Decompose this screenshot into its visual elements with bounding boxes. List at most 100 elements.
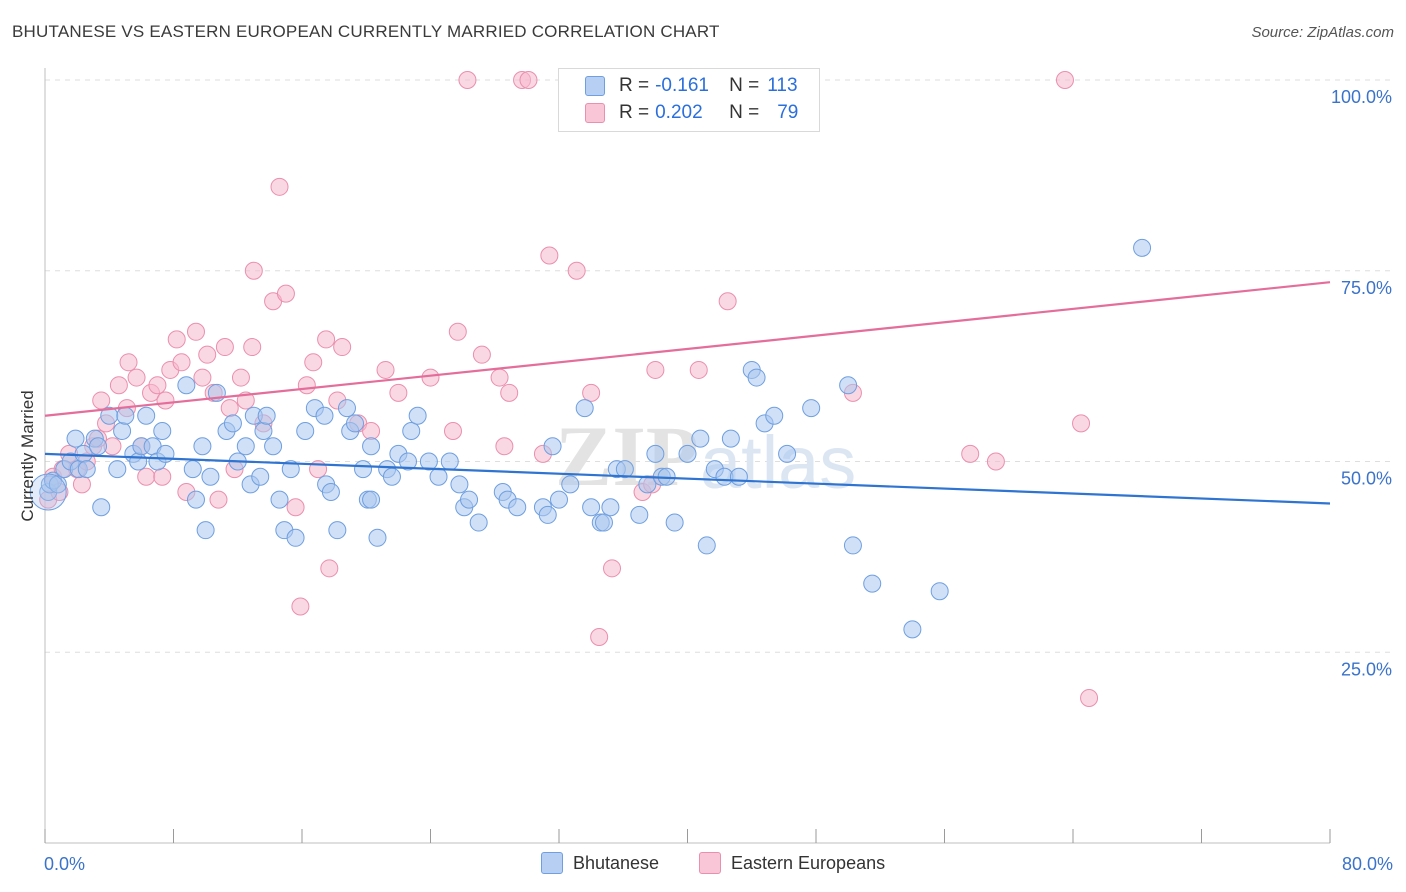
data-point-bhutanese xyxy=(66,429,85,448)
y-tick-label: 25.0% xyxy=(1341,659,1392,679)
watermark-atlas: atlas xyxy=(700,421,856,504)
data-point-eastern-europeans xyxy=(148,376,167,395)
data-point-eastern-europeans xyxy=(443,421,462,440)
data-point-bhutanese xyxy=(362,490,381,509)
data-point-bhutanese xyxy=(116,406,135,425)
data-point-eastern-europeans xyxy=(472,345,491,364)
data-point-bhutanese xyxy=(129,452,148,471)
eastern-europeans-points xyxy=(39,71,1099,708)
data-point-eastern-europeans xyxy=(567,261,586,280)
legend-n-value: 79 xyxy=(777,102,799,123)
data-point-bhutanese xyxy=(630,505,649,524)
source-label: Source: ZipAtlas.com xyxy=(1251,24,1394,41)
data-point-bhutanese xyxy=(615,460,634,479)
stats-legend: R = -0.161 N = 113 R = 0.202 N = 79 xyxy=(558,68,820,132)
data-point-bhutanese xyxy=(594,513,613,532)
data-point-bhutanese xyxy=(77,460,96,479)
y-axis-label: Currently Married xyxy=(18,390,37,522)
data-point-eastern-europeans xyxy=(458,71,477,89)
data-point-eastern-europeans xyxy=(186,322,205,341)
data-point-bhutanese xyxy=(765,406,784,425)
data-point-eastern-europeans xyxy=(317,330,336,349)
data-point-bhutanese xyxy=(29,473,67,511)
legend-r-value: -0.161 xyxy=(655,75,709,96)
data-point-bhutanese xyxy=(89,437,108,456)
data-point-bhutanese xyxy=(92,498,111,517)
data-point-eastern-europeans xyxy=(153,467,172,486)
bhutanese-points xyxy=(29,238,1152,639)
data-point-eastern-europeans xyxy=(333,338,352,357)
data-point-bhutanese xyxy=(315,406,334,425)
data-point-eastern-europeans xyxy=(172,353,191,372)
grid-lines xyxy=(45,79,1392,653)
data-point-bhutanese xyxy=(665,513,684,532)
data-point-bhutanese xyxy=(354,460,373,479)
legend-item-bhutanese[interactable]: Bhutanese xyxy=(541,852,659,874)
tick-labels: 25.0% 50.0% 75.0% 100.0% 0.0% 80.0% xyxy=(44,87,1393,874)
data-point-bhutanese xyxy=(697,536,716,555)
data-point-bhutanese xyxy=(328,521,347,540)
legend-n-label: N = xyxy=(729,75,760,96)
legend-n-label: N = xyxy=(729,102,760,123)
data-point-bhutanese xyxy=(419,452,438,471)
data-point-bhutanese xyxy=(508,498,527,517)
data-point-bhutanese xyxy=(236,437,255,456)
data-point-eastern-europeans xyxy=(1055,71,1074,89)
data-point-bhutanese xyxy=(843,536,862,555)
data-point-eastern-europeans xyxy=(1072,414,1091,433)
data-point-bhutanese xyxy=(196,521,215,540)
data-point-eastern-europeans xyxy=(297,376,316,395)
data-point-eastern-europeans xyxy=(961,444,980,463)
data-point-bhutanese xyxy=(402,421,421,440)
series-legend: Bhutanese Eastern Europeans xyxy=(0,852,1406,878)
y-tick-label: 100.0% xyxy=(1331,87,1392,107)
data-point-bhutanese xyxy=(368,528,387,547)
data-point-eastern-europeans xyxy=(92,391,111,410)
data-point-bhutanese xyxy=(408,406,427,425)
data-point-bhutanese xyxy=(346,414,365,433)
data-point-eastern-europeans xyxy=(243,338,262,357)
data-point-bhutanese xyxy=(538,505,557,524)
data-point-eastern-europeans xyxy=(198,345,217,364)
data-point-eastern-europeans xyxy=(119,353,138,372)
data-point-bhutanese xyxy=(399,452,418,471)
legend-r-label: R = xyxy=(619,75,650,96)
data-point-eastern-europeans xyxy=(127,368,146,387)
data-point-eastern-europeans xyxy=(376,360,395,379)
data-point-bhutanese xyxy=(201,467,220,486)
data-point-bhutanese xyxy=(440,452,459,471)
legend-n-value: 113 xyxy=(767,75,798,96)
data-point-bhutanese xyxy=(286,528,305,547)
legend-label-eastern-europeans: Eastern Europeans xyxy=(731,852,886,873)
legend-item-eastern-europeans[interactable]: Eastern Europeans xyxy=(699,852,885,874)
data-point-bhutanese xyxy=(337,399,356,418)
data-point-bhutanese xyxy=(193,437,212,456)
data-point-eastern-europeans xyxy=(495,437,514,456)
trend-line-bhutanese xyxy=(44,452,1331,505)
data-point-eastern-europeans xyxy=(646,360,665,379)
data-point-eastern-europeans xyxy=(109,376,128,395)
data-point-bhutanese xyxy=(678,444,697,463)
data-point-eastern-europeans xyxy=(540,246,559,265)
data-point-bhutanese xyxy=(429,467,448,486)
data-point-bhutanese xyxy=(254,421,273,440)
axes xyxy=(44,68,1331,844)
data-point-eastern-europeans xyxy=(137,467,156,486)
y-tick-label: 75.0% xyxy=(1341,278,1392,298)
x-tick-label: 0.0% xyxy=(44,854,85,874)
data-point-bhutanese xyxy=(729,467,748,486)
data-point-eastern-europeans xyxy=(490,368,509,387)
legend-swatch-pink xyxy=(585,103,605,123)
data-point-bhutanese xyxy=(903,620,922,639)
legend-swatch-pink xyxy=(699,852,721,874)
data-point-bhutanese xyxy=(251,467,270,486)
data-point-bhutanese xyxy=(575,399,594,418)
data-point-eastern-europeans xyxy=(244,261,263,280)
data-point-bhutanese xyxy=(270,490,289,509)
data-point-bhutanese xyxy=(550,490,568,509)
data-point-bhutanese xyxy=(930,582,949,601)
data-point-bhutanese xyxy=(113,421,132,440)
data-point-bhutanese xyxy=(802,399,821,418)
data-point-bhutanese xyxy=(638,475,657,494)
